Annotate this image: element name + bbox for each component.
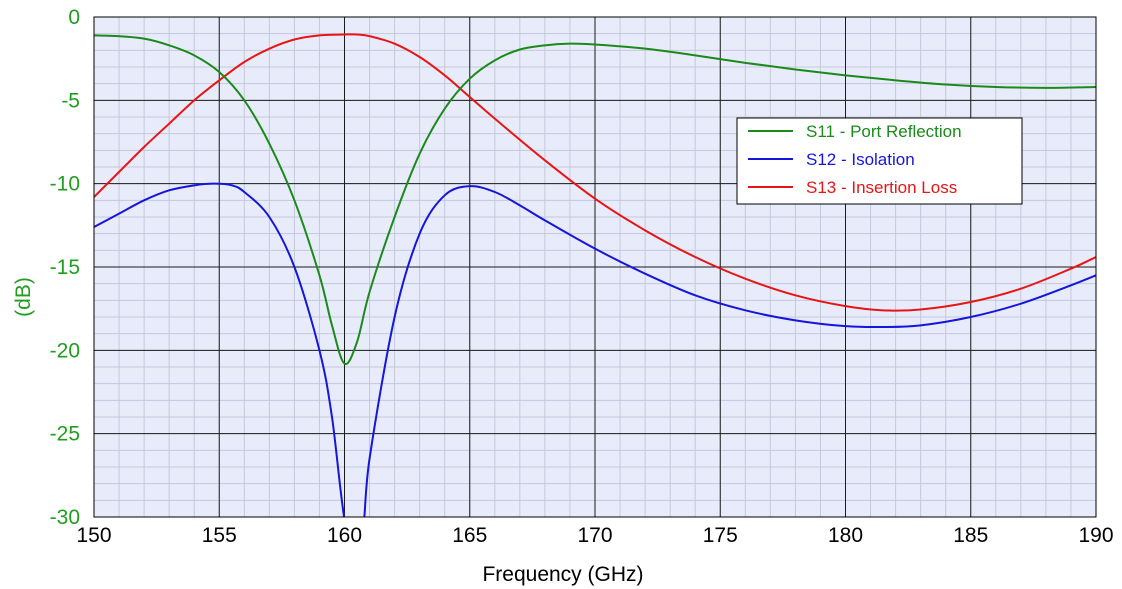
x-tick-label: 190 (1078, 524, 1113, 547)
x-tick-label: 185 (953, 524, 988, 547)
series-line-s13 (94, 33, 1096, 312)
x-tick-label: 170 (577, 524, 612, 547)
x-tick-label: 150 (76, 524, 111, 547)
x-axis-title: Frequency (GHz) (482, 563, 643, 586)
series-layer (94, 33, 1096, 517)
legend-label-s13: S13 - Insertion Loss (806, 178, 957, 197)
x-tick-label: 175 (703, 524, 738, 547)
plot-border (93, 16, 1097, 518)
x-tick-label: 165 (452, 524, 487, 547)
x-tick-label: 180 (828, 524, 863, 547)
x-axis-ticks: 150 155 160 165 170 175 180 185 190 (76, 524, 1113, 547)
y-axis-ticks: 0 -5 -10 -15 -20 -25 -30 (50, 6, 80, 529)
y-tick-label: -10 (50, 173, 80, 196)
legend-label-s12: S12 - Isolation (806, 150, 915, 169)
series-line-s11 (94, 34, 1096, 366)
series-line-s12 (94, 182, 1096, 517)
legend-box (736, 117, 1023, 205)
y-tick-label: -20 (50, 339, 80, 362)
x-tick-label: 155 (202, 524, 237, 547)
y-tick-label: -5 (61, 89, 80, 112)
legend-label-s11: S11 - Port Reflection (806, 122, 962, 141)
x-tick-label: 160 (327, 524, 362, 547)
y-tick-label: 0 (68, 6, 80, 29)
legend: S11 - Port Reflection S12 - Isolation S13 … (736, 117, 1023, 205)
y-tick-label: -30 (50, 506, 80, 529)
y-tick-label: -25 (50, 423, 80, 446)
y-tick-label: -15 (50, 256, 80, 279)
y-axis-title: (dB) (12, 277, 35, 317)
